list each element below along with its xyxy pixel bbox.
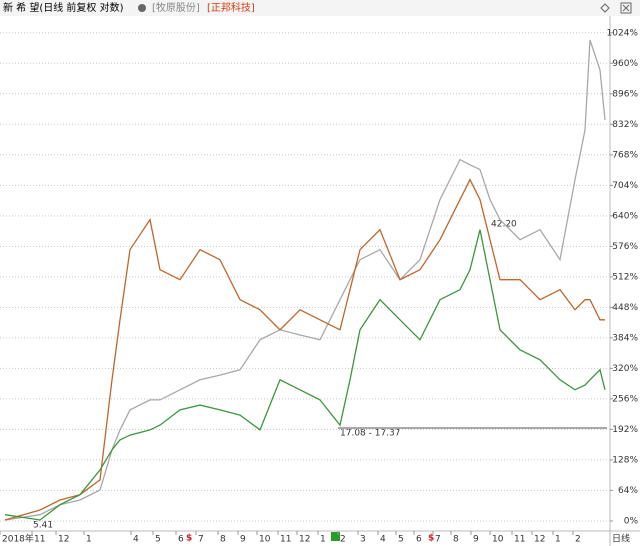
- close-cross: [622, 4, 630, 12]
- x-tick-label: 6: [416, 535, 422, 545]
- x-tick-label: 2018年: [2, 533, 34, 545]
- y-tick-label: 448%: [612, 303, 638, 313]
- event-marker[interactable]: $: [186, 534, 192, 544]
- x-tick-label: 9: [240, 535, 246, 545]
- settings-icon[interactable]: [138, 4, 146, 12]
- x-tick-label: 7: [198, 535, 204, 545]
- compare-label[interactable]: [牧原股份]: [152, 1, 200, 14]
- x-tick-label: 8: [453, 535, 459, 545]
- x-tick-label: 10: [259, 535, 271, 545]
- diamond-icon[interactable]: [600, 3, 610, 13]
- x-tick-label: 2: [575, 535, 581, 545]
- close-icon[interactable]: [620, 2, 632, 14]
- y-tick-label: 576%: [612, 242, 638, 252]
- y-tick-label: 512%: [612, 272, 638, 282]
- y-tick-label: 832%: [612, 120, 638, 130]
- x-tick-label: 7: [435, 535, 441, 545]
- x-tick-label: 5: [155, 535, 161, 545]
- y-tick-label: 128%: [612, 455, 638, 465]
- x-tick-label: 9: [473, 535, 479, 545]
- x-tick-label: 4: [133, 535, 139, 545]
- y-tick-label: 320%: [612, 364, 638, 374]
- y-tick-label: 256%: [612, 394, 638, 404]
- x-tick-label: 8: [220, 535, 226, 545]
- x-tick-label: 11: [34, 535, 45, 545]
- x-tick-label: 1: [555, 535, 561, 545]
- y-tick-label: 384%: [612, 333, 638, 343]
- annotation: 17.08 - 17.37: [340, 429, 401, 439]
- x-tick-label: 12: [299, 535, 310, 545]
- y-tick-label: 64%: [618, 486, 638, 496]
- y-tick-label: 1024%: [607, 28, 639, 38]
- y-tick-label: 0%: [624, 516, 639, 526]
- x-tick-label: 1: [320, 535, 326, 545]
- x-tick-label: 1: [86, 535, 92, 545]
- y-tick-label: 192%: [612, 425, 638, 435]
- y-tick-label: 704%: [612, 181, 638, 191]
- x-tick-label: 3: [360, 535, 366, 545]
- x-tick-label: 6: [178, 535, 184, 545]
- annotation: 5.41: [33, 521, 53, 531]
- series-line: [4, 229, 606, 521]
- title-bar: [0, 0, 640, 16]
- event-marker[interactable]: [331, 532, 340, 541]
- x-tick-label: 2: [340, 535, 346, 545]
- y-tick-label: 640%: [612, 211, 638, 221]
- period-label: 日线: [612, 533, 630, 545]
- chart-title: 新 希 望(日线 前复权 对数): [3, 1, 124, 14]
- x-tick-label: 12: [534, 535, 545, 545]
- x-tick-label: 11: [280, 535, 291, 545]
- series-line: [4, 178, 605, 521]
- y-tick-label: 896%: [612, 89, 638, 99]
- y-tick-label: 768%: [612, 150, 638, 160]
- compare-label[interactable]: [正邦科技]: [207, 1, 255, 14]
- event-marker[interactable]: $: [428, 534, 434, 544]
- x-tick-label: 5: [398, 535, 404, 545]
- x-tick-label: 11: [514, 535, 525, 545]
- x-tick-label: 4: [380, 535, 386, 545]
- x-tick-label: 12: [58, 535, 69, 545]
- x-tick-label: 10: [492, 535, 504, 545]
- y-tick-label: 960%: [612, 59, 638, 69]
- series-line: [4, 39, 606, 521]
